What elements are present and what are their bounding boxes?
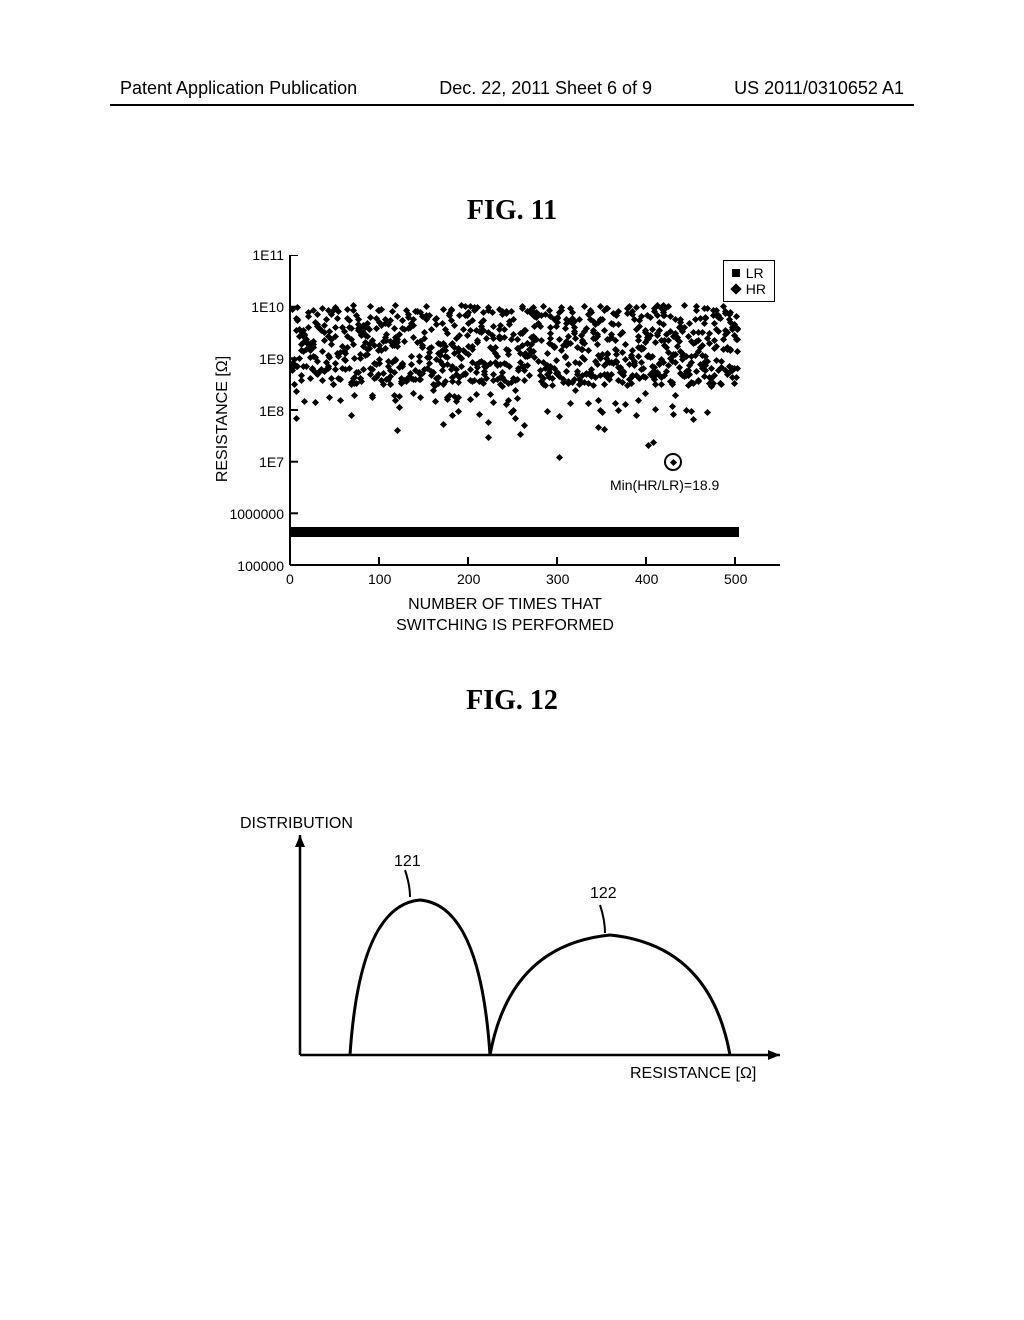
ytick-5: 1000000: [229, 506, 284, 522]
fig11-legend: LR HR: [723, 260, 775, 302]
fig11-circled-outlier: [664, 453, 682, 471]
header-rule: [110, 104, 914, 106]
fig12-curve-122-label: 122: [590, 885, 617, 903]
fig12-chart: DISTRIBUTION 121 122 RESISTANCE [Ω]: [240, 815, 780, 1115]
header-left: Patent Application Publication: [120, 78, 357, 99]
ytick-1: 1E10: [251, 299, 284, 315]
legend-lr-row: LR: [732, 265, 766, 281]
legend-lr-marker: [732, 269, 740, 277]
fig11-xlabel-line2: SWITCHING IS PERFORMED: [396, 617, 614, 634]
fig12-curve-121-label: 121: [394, 853, 421, 871]
xtick-3: 300: [546, 571, 569, 587]
fig12-ylabel: DISTRIBUTION: [240, 815, 353, 833]
fig11-title: FIG. 11: [0, 195, 1024, 227]
ytick-2: 1E9: [259, 351, 284, 367]
fig11-xlabel: NUMBER OF TIMES THAT SWITCHING IS PERFOR…: [230, 595, 780, 637]
fig12-svg: [280, 835, 820, 1095]
header-center: Dec. 22, 2011 Sheet 6 of 9: [439, 78, 652, 99]
ytick-0: 1E11: [252, 247, 284, 263]
fig11-min-ratio: Min(HR/LR)=18.9: [610, 477, 719, 493]
page-header: Patent Application Publication Dec. 22, …: [0, 78, 1024, 99]
header-right: US 2011/0310652 A1: [734, 78, 904, 99]
xtick-0: 0: [286, 571, 294, 587]
legend-hr-row: HR: [732, 281, 766, 297]
fig12-title: FIG. 12: [0, 685, 1024, 717]
xtick-2: 200: [457, 571, 480, 587]
xtick-4: 400: [635, 571, 658, 587]
legend-hr-marker: [730, 283, 741, 294]
legend-lr-label: LR: [746, 265, 764, 281]
fig12-xlabel: RESISTANCE [Ω]: [630, 1065, 756, 1083]
fig11-ylabel: RESISTANCE [Ω]: [214, 356, 232, 482]
ytick-3: 1E8: [259, 403, 284, 419]
fig11-chart: Min(HR/LR)=18.9 LR HR 1E11 1E10 1E9 1E8 …: [230, 255, 780, 635]
xtick-5: 500: [724, 571, 747, 587]
xtick-1: 100: [368, 571, 391, 587]
ytick-6: 100000: [237, 558, 284, 574]
legend-hr-label: HR: [746, 281, 766, 297]
ytick-4: 1E7: [259, 454, 284, 470]
fig11-xlabel-line1: NUMBER OF TIMES THAT: [408, 596, 602, 613]
